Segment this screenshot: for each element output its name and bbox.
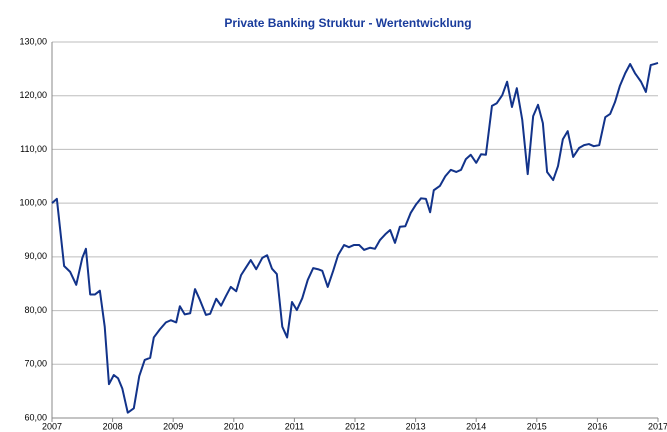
- x-tick-label: 2009: [163, 421, 183, 431]
- y-tick-label: 80,00: [24, 305, 47, 315]
- y-tick-label: 100,00: [19, 198, 47, 208]
- x-tick-label: 2011: [285, 421, 304, 431]
- x-tick-label: 2013: [406, 421, 426, 431]
- x-tick-label: 2015: [527, 421, 547, 431]
- y-tick-label: 110,00: [20, 144, 47, 154]
- x-tick-label: 2007: [42, 421, 62, 431]
- y-tick-label: 130,00: [19, 36, 47, 46]
- x-tick-label: 2008: [103, 421, 123, 431]
- x-tick-label: 2010: [224, 421, 244, 431]
- data-line: [51, 61, 659, 414]
- y-tick-label: 70,00: [24, 359, 47, 369]
- x-tick-label: 2012: [345, 421, 365, 431]
- y-tick-label: 60,00: [24, 412, 47, 422]
- x-tick-label: 2014: [466, 421, 486, 431]
- x-tick-label: 2017: [648, 421, 667, 431]
- y-tick-label: 90,00: [24, 251, 47, 261]
- x-tick-label: 2016: [587, 421, 607, 431]
- chart-title: Private Banking Struktur - Wertentwicklu…: [224, 16, 471, 30]
- y-tick-label: 120,00: [19, 90, 47, 100]
